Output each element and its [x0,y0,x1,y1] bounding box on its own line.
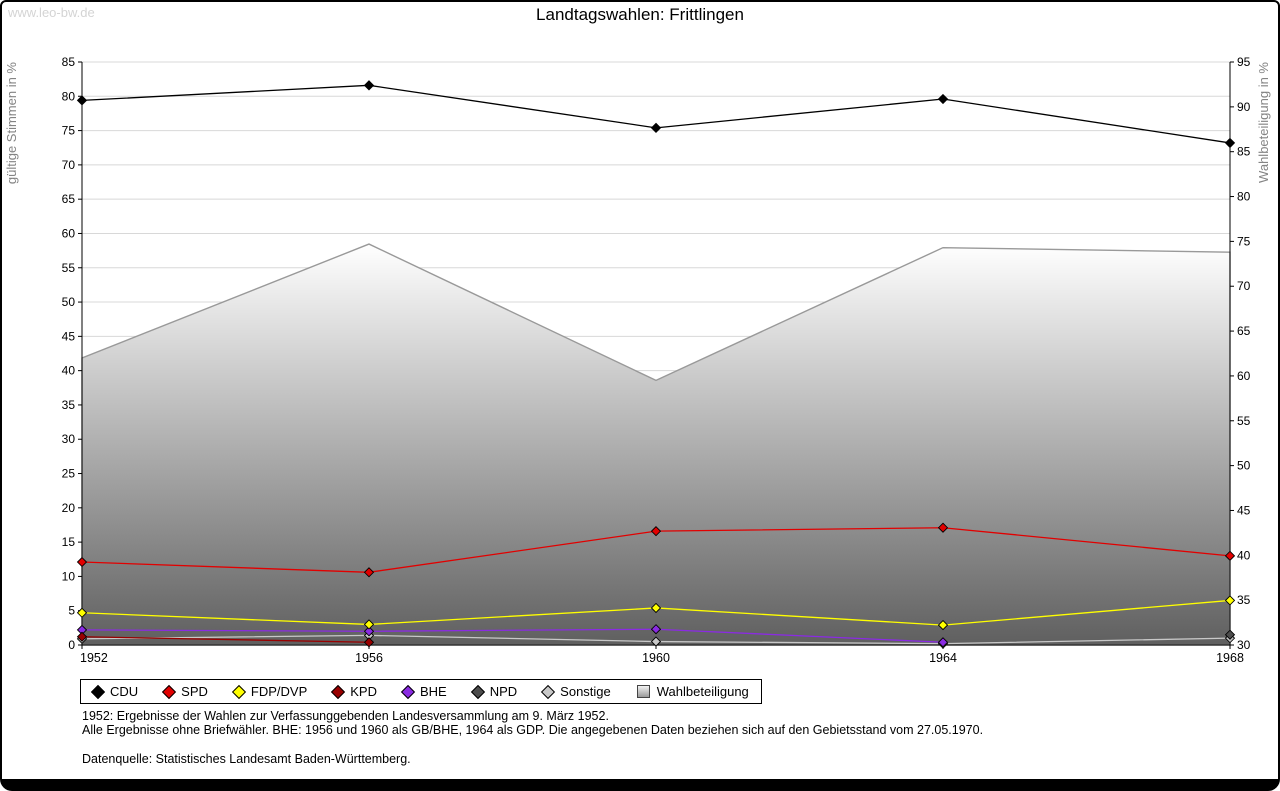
legend-item-spd: SPD [162,684,208,699]
svg-text:10: 10 [62,569,76,583]
sonstige-marker-icon [541,684,556,699]
legend-item-npd: NPD [470,684,518,699]
legend-item-sonstige: Sonstige [541,684,611,699]
legend-item-fdp-dvp: FDP/DVP [231,684,308,699]
svg-text:70: 70 [62,158,76,172]
svg-text:75: 75 [62,124,76,138]
svg-text:95: 95 [1237,55,1251,69]
svg-text:Wahlbeteiligung in %: Wahlbeteiligung in % [1256,62,1271,183]
svg-text:0: 0 [68,638,75,652]
svg-text:65: 65 [1237,324,1251,338]
footnote-2: Alle Ergebnisse ohne Briefwähler. BHE: 1… [82,723,984,737]
legend-item-wahlbeteiligung: Wahlbeteiligung [636,684,749,699]
svg-text:85: 85 [1237,145,1251,159]
data-source: Datenquelle: Statistisches Landesamt Bad… [82,752,411,766]
kpd-marker-icon [331,684,346,699]
svg-text:1956: 1956 [355,651,383,665]
svg-text:60: 60 [1237,369,1251,383]
spd-marker-icon [162,684,177,699]
legend-label-cdu: CDU [110,684,139,699]
svg-text:50: 50 [1237,459,1251,473]
cdu-marker-icon [90,684,106,699]
svg-text:20: 20 [62,501,76,515]
chart-title: Landtagswahlen: Frittlingen [536,5,744,24]
svg-text:45: 45 [1237,503,1251,517]
legend-label-npd: NPD [489,684,518,699]
footnotes: 1952: Ergebnisse der Wahlen zur Verfassu… [82,709,983,766]
svg-text:65: 65 [62,192,76,206]
svg-text:30: 30 [62,432,76,446]
svg-text:75: 75 [1237,234,1251,248]
svg-text:90: 90 [1237,100,1251,114]
svg-text:70: 70 [1237,279,1251,293]
svg-text:45: 45 [62,329,76,343]
svg-text:80: 80 [1237,190,1251,204]
svg-text:1968: 1968 [1216,651,1244,665]
svg-text:40: 40 [62,364,76,378]
legend-label-sonstige: Sonstige [560,684,611,699]
svg-text:gültige Stimmen in %: gültige Stimmen in % [4,62,19,185]
fdp-dvp-marker-icon [231,684,246,699]
wahlbeteiligung-marker-icon [636,685,650,698]
svg-text:1960: 1960 [642,651,670,665]
svg-text:55: 55 [62,261,76,275]
legend-item-kpd: KPD [331,684,377,699]
svg-text:60: 60 [62,226,76,240]
svg-text:1952: 1952 [80,651,108,665]
legend-label-spd: SPD [181,684,208,699]
chart-legend: CDU SPD FDP/DVP KPD BHE NPD Sonstige Wahlbeteil… [80,679,762,704]
svg-text:50: 50 [62,295,76,309]
svg-text:25: 25 [62,467,76,481]
svg-text:1964: 1964 [929,651,957,665]
svg-text:40: 40 [1237,548,1251,562]
legend-label-kpd: KPD [350,684,377,699]
legend-label-wahlbeteiligung: Wahlbeteiligung [656,684,749,699]
footnote-1: 1952: Ergebnisse der Wahlen zur Verfassu… [82,709,609,723]
bhe-marker-icon [400,684,416,699]
legend-label-bhe: BHE [419,684,447,699]
election-line-chart: 0 5 10 15 20 25 30 35 40 45 50 55 60 65 70 75 80 85 30 35 40… [4,55,1271,665]
svg-text:5: 5 [68,604,75,618]
svg-text:55: 55 [1237,414,1251,428]
svg-text:85: 85 [62,55,76,69]
legend-item-bhe: BHE [400,684,447,699]
legend-item-cdu: CDU [90,684,139,699]
svg-text:15: 15 [62,535,76,549]
svg-text:35: 35 [62,398,76,412]
svg-text:80: 80 [62,89,76,103]
npd-marker-icon [470,684,485,699]
svg-text:30: 30 [1237,638,1251,652]
legend-label-fdp-dvp: FDP/DVP [250,684,308,699]
svg-text:35: 35 [1237,593,1251,607]
watermark: www.leo-bw.de [8,5,95,20]
